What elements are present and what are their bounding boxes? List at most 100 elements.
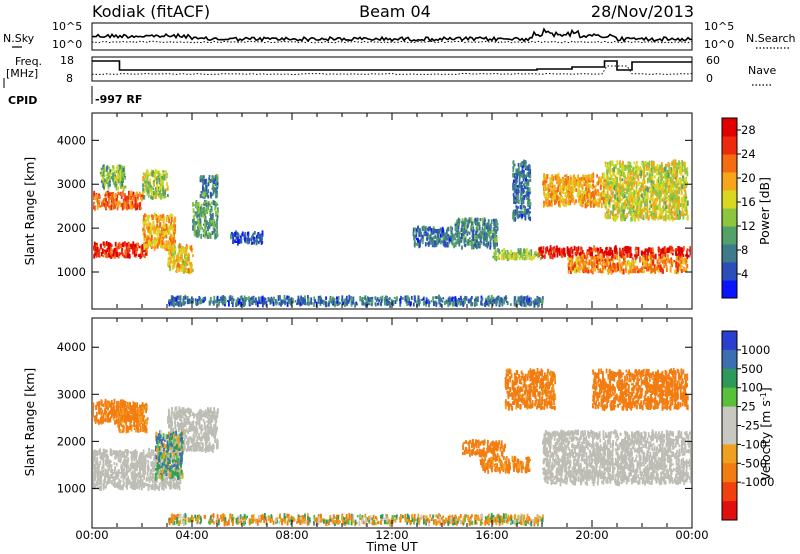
power-cell [102,171,105,176]
power-cell [642,207,645,212]
power-cell [383,301,386,306]
power-cell [629,249,632,256]
power-cell [525,161,527,164]
power-cell [178,263,180,268]
power-cell [154,176,156,181]
power-cell [467,219,470,225]
power-cell [194,298,197,302]
power-cell [418,302,421,307]
power-cell [150,238,153,243]
power-cell [603,179,606,182]
power-cell [256,300,258,303]
power-cell [454,296,457,302]
power-cell [543,191,545,196]
power-cell [154,216,157,221]
power-cell [601,270,603,274]
power-cell [159,173,162,180]
power-cell [592,199,594,205]
power-cell [486,302,489,306]
power-cell [670,249,673,255]
power-cell [214,207,216,211]
power-cell [202,185,204,192]
power-cell [454,223,457,226]
power-cell [415,237,418,241]
power-cell [645,255,648,261]
power-cell [208,300,211,306]
power-cell [134,245,137,251]
power-cell [301,300,303,304]
power-cell [603,191,606,196]
power-cell [167,194,169,197]
power-cell [465,218,468,223]
power-cell [165,216,168,223]
power-cell [490,229,493,235]
power-cell [150,169,153,174]
power-cell [633,190,636,196]
power-cell [107,184,110,187]
power-cell [263,298,265,305]
power-cell [480,234,483,240]
power-cell [526,187,529,193]
power-cell [109,192,112,199]
power-cell [622,185,624,189]
power-cell [419,240,422,243]
nave-trace [91,65,693,76]
power-cell [674,199,677,203]
power-cell [680,265,683,268]
power-cell [118,200,121,205]
power-cell [681,247,684,253]
power-cell [378,299,380,302]
power-cell [501,252,504,258]
power-cell [108,173,111,176]
power-cell [579,179,582,186]
power-cell [612,182,615,187]
power-cell [634,171,636,177]
power-cell [413,295,416,301]
power-cell [629,269,632,274]
power-cell [447,242,450,248]
power-cell [684,183,687,187]
power-cell [230,233,232,240]
power-cell [527,208,530,213]
power-cell [325,296,327,300]
power-cell [586,174,588,179]
power-cell [630,165,632,168]
power-cell [518,171,521,178]
power-cell [577,246,580,251]
power-cell [116,246,119,252]
power-cell [598,258,601,261]
power-cell [435,229,438,234]
power-cell [159,233,161,237]
power-cell [214,187,216,190]
power-cell [107,253,110,257]
power-cell [232,236,235,241]
power-cell [181,267,184,272]
power-cell [457,217,460,223]
power-cell [385,295,387,300]
power-cell [612,186,615,190]
power-cell [179,295,182,301]
power-cell [661,248,664,254]
power-cell [149,241,152,246]
power-cell [351,296,354,301]
power-cell [441,235,444,238]
power-cell [644,255,646,262]
power-cell [545,179,548,183]
power-cell [679,186,682,190]
station-title: Kodiak (fitACF) [92,2,210,21]
power-cell [384,301,387,306]
power-cell [461,218,464,222]
power-cell [495,302,498,307]
power-cell [562,253,565,257]
power-cell [115,175,118,182]
power-cell [236,231,238,236]
power-cell [675,248,677,252]
power-cell [436,235,439,238]
power-cell [460,228,463,232]
power-cell [621,189,624,194]
power-cell [181,254,183,260]
power-cell [587,181,590,186]
power-cell [629,178,631,185]
power-cell [672,249,675,252]
power-cell [527,252,530,256]
